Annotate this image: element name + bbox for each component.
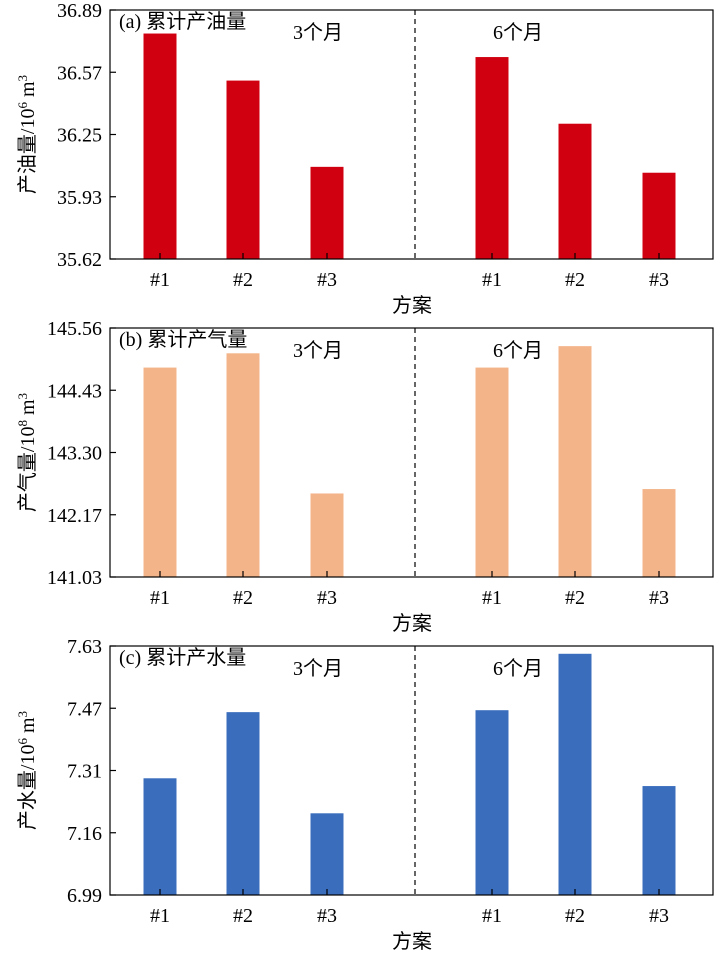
y-tick-label: 35.62 <box>57 249 102 271</box>
bar <box>226 353 260 577</box>
bar <box>475 57 509 260</box>
plot-frame <box>109 9 714 260</box>
bar <box>558 653 592 895</box>
x-tick-label: #2 <box>565 587 585 609</box>
y-axis-label: 产气量/108 m3 <box>15 393 40 512</box>
chart-panel-a: 35.62 35.93 36.25 36.57 36.89 #1 #2 #3 3个月 #1 #2 #3… <box>15 0 714 317</box>
bar <box>226 80 260 260</box>
x-tick-label: #2 <box>233 587 253 609</box>
group-label: 3个月 <box>293 21 343 44</box>
group-label: 6个月 <box>493 339 543 362</box>
y-tick-label: 142.17 <box>47 505 102 527</box>
x-tick-label: #1 <box>150 269 170 291</box>
x-tick-label: #3 <box>317 269 337 291</box>
group-label: 3个月 <box>293 339 343 362</box>
y-axis-label: 产油量/106 m3 <box>15 75 40 194</box>
plot-frame <box>109 645 714 896</box>
x-tick-label: #3 <box>317 905 337 927</box>
y-tick-label: 143.30 <box>47 443 102 465</box>
y-tick-label: 144.43 <box>47 380 102 402</box>
y-tick-label: 36.57 <box>57 62 102 84</box>
y-tick-label: 145.56 <box>47 318 102 340</box>
bar <box>143 33 177 259</box>
x-axis-label: 方案 <box>392 294 432 317</box>
bar <box>642 172 676 259</box>
x-tick-label: #2 <box>233 269 253 291</box>
x-tick-label: #3 <box>317 587 337 609</box>
x-tick-label: #2 <box>565 269 585 291</box>
chart-panel-b: 141.03 142.17 143.30 144.43 145.56 #1 #2 #3 3个月 #… <box>15 318 714 635</box>
bar <box>226 712 260 895</box>
bar <box>642 489 676 577</box>
panel-title: (c) 累计产水量 <box>119 646 246 669</box>
panel-title: (a) 累计产油量 <box>119 10 246 33</box>
x-tick-label: #1 <box>482 587 502 609</box>
y-tick-label: 7.63 <box>67 636 102 658</box>
panel-title: (b) 累计产气量 <box>119 328 247 351</box>
group-label: 6个月 <box>493 657 543 680</box>
x-tick-label: #1 <box>150 905 170 927</box>
bar <box>310 166 344 259</box>
x-tick-label: #2 <box>233 905 253 927</box>
y-axis-label: 产水量/106 m3 <box>15 711 40 830</box>
bar <box>475 710 509 895</box>
bar <box>558 346 592 577</box>
bar <box>143 367 177 577</box>
x-tick-label: #3 <box>649 587 669 609</box>
x-tick-label: #3 <box>649 269 669 291</box>
group-label: 6个月 <box>493 21 543 44</box>
bar <box>558 123 592 259</box>
y-tick-label: 7.31 <box>67 761 102 783</box>
bar <box>310 813 344 895</box>
bar <box>642 786 676 895</box>
plot-frame <box>109 327 714 578</box>
x-tick-label: #1 <box>482 905 502 927</box>
bar <box>475 367 509 577</box>
y-tick-label: 7.47 <box>67 698 102 720</box>
x-tick-label: #1 <box>150 587 170 609</box>
x-tick-label: #1 <box>482 269 502 291</box>
group-label: 3个月 <box>293 657 343 680</box>
bar <box>310 493 344 577</box>
y-tick-label: 6.99 <box>67 885 102 907</box>
x-tick-label: #3 <box>649 905 669 927</box>
y-tick-label: 36.89 <box>57 0 102 22</box>
x-axis-label: 方案 <box>392 930 432 953</box>
y-tick-label: 36.25 <box>57 125 102 147</box>
chart-panel-c: 6.99 7.16 7.31 7.47 7.63 #1 #2 #3 3个月 #1 #2 #3 6个月 (c… <box>15 636 714 953</box>
y-tick-label: 7.16 <box>67 823 102 845</box>
x-axis-label: 方案 <box>392 612 432 635</box>
bar <box>143 778 177 895</box>
y-tick-label: 141.03 <box>47 567 102 589</box>
x-tick-label: #2 <box>565 905 585 927</box>
y-tick-label: 35.93 <box>57 187 102 209</box>
